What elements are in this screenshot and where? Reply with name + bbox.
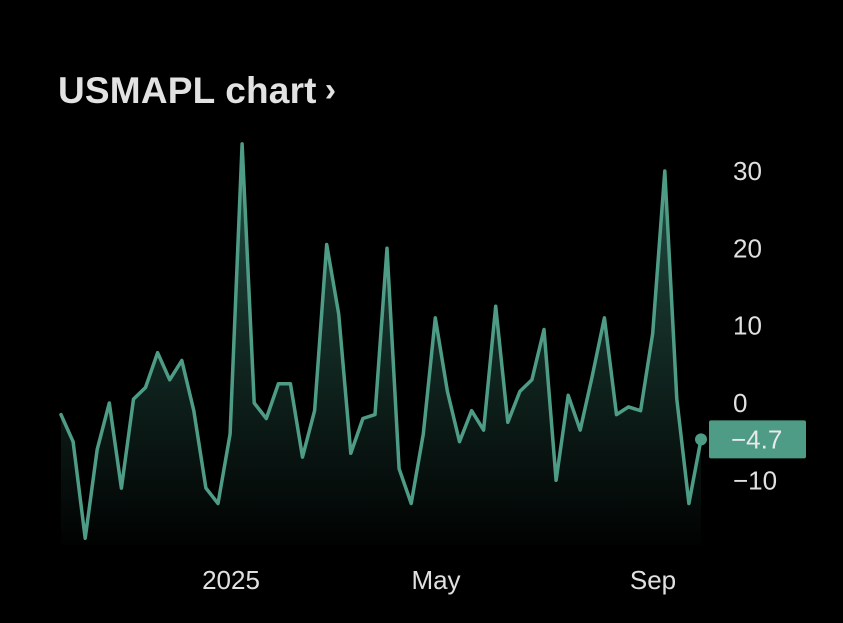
y-tick-label: −10 bbox=[733, 465, 777, 495]
y-tick-label: 0 bbox=[733, 388, 747, 418]
x-axis: 2025 May Sep bbox=[202, 565, 676, 595]
x-tick-label: May bbox=[411, 565, 460, 595]
y-tick-label: 30 bbox=[733, 156, 762, 186]
last-value-label: −4.7 bbox=[731, 424, 782, 454]
chart-title-link[interactable]: USMAPL chart › bbox=[58, 70, 336, 112]
chevron-right-icon: › bbox=[324, 71, 337, 109]
last-value-badge bbox=[709, 420, 806, 459]
series-line bbox=[59, 142, 703, 541]
chart-title: USMAPL chart bbox=[58, 70, 317, 111]
last-data-point bbox=[695, 433, 707, 446]
y-tick-label: 20 bbox=[733, 233, 762, 263]
x-tick-label: Sep bbox=[630, 565, 676, 595]
y-axis: 30 20 10 0 −10 bbox=[733, 156, 777, 495]
last-value-badge-group: −4.7 bbox=[709, 420, 806, 459]
x-tick-label: 2025 bbox=[202, 565, 260, 595]
line-layer bbox=[59, 142, 707, 541]
y-tick-label: 10 bbox=[733, 311, 762, 341]
